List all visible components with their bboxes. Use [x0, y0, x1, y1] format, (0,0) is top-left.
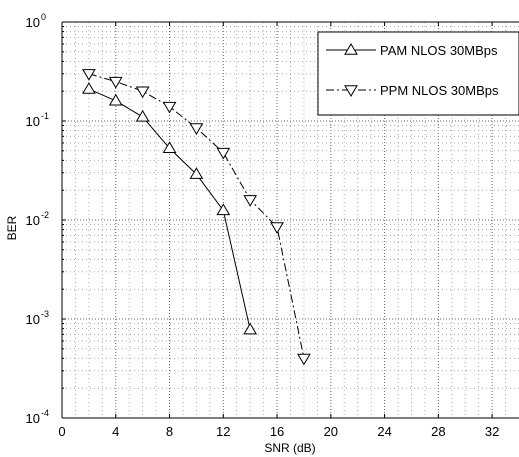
x-axis-label: SNR (dB): [264, 441, 315, 455]
y-tick-label: 10: [26, 15, 40, 30]
x-tick-label: 24: [377, 424, 391, 439]
data-point-1: [108, 93, 123, 106]
data-point-2: [216, 147, 231, 160]
data-point-2: [108, 76, 123, 89]
y-tick-label: 10: [26, 213, 40, 228]
y-axis-label: BER: [5, 215, 19, 240]
x-tick-label: 8: [166, 424, 173, 439]
y-tick-exponent: 0: [41, 12, 46, 22]
y-tick-exponent: -3: [41, 309, 49, 319]
series-layer: [82, 69, 311, 366]
legend-label-2: PPM NLOS 30MBps: [380, 83, 499, 98]
data-point-1: [216, 203, 231, 216]
legend-marker-1: [344, 43, 358, 55]
axes: [61, 21, 519, 419]
y-tick-exponent: -2: [41, 210, 49, 220]
data-point-1: [82, 82, 96, 94]
x-tick-label: 28: [431, 424, 445, 439]
data-point-2: [270, 222, 284, 234]
legend-label-1: PAM NLOS 30MBps: [380, 43, 498, 58]
data-point-1: [243, 322, 258, 335]
data-point-2: [189, 123, 204, 135]
series-line-2: [88, 73, 305, 359]
x-tick-label: 0: [58, 424, 65, 439]
y-tick-exponent: -4: [41, 408, 49, 418]
data-point-2: [297, 353, 311, 366]
x-tick-label: 12: [216, 424, 230, 439]
legend: PAM NLOS 30MBps PPM NLOS 30MBps: [317, 31, 519, 116]
legend-marker-2: [344, 85, 358, 97]
data-point-2: [243, 195, 258, 207]
x-tick-label: 16: [270, 424, 284, 439]
y-tick-exponent: -1: [41, 111, 49, 121]
y-tick-label: 10: [26, 411, 40, 426]
y-tick-label: 10: [26, 312, 40, 327]
data-point-2: [135, 86, 150, 99]
y-tick-label: 10: [26, 114, 40, 129]
data-point-1: [189, 167, 204, 179]
data-point-2: [82, 69, 96, 81]
data-point-1: [162, 141, 177, 153]
data-point-1: [135, 109, 150, 122]
data-point-2: [162, 101, 177, 114]
x-tick-label: 20: [324, 424, 338, 439]
x-tick-label: 4: [112, 424, 119, 439]
x-tick-label: 32: [485, 424, 499, 439]
